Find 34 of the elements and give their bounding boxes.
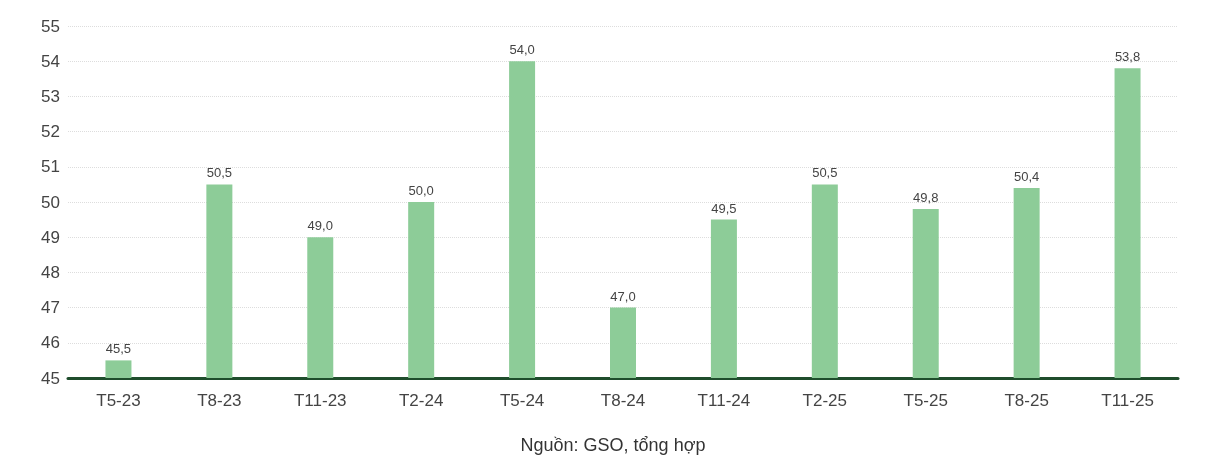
data-label: 50,5 [206,165,233,181]
data-label: 50,4 [1013,168,1040,184]
x-tick-label: T11-25 [1101,391,1154,410]
data-label: 50,5 [812,165,838,181]
x-tick-label: T5-23 [96,391,141,410]
text: Nguồn: GSO, tổng hợp [520,435,706,455]
x-tick-label: T8-25 [1004,391,1049,410]
data-label: 45,5 [105,341,132,357]
data-label: 47,0 [610,288,636,304]
y-tick-label: 47 [41,298,60,318]
x-tick-label: T5-25 [903,391,948,410]
y-tick-label: 53 [41,86,60,106]
y-tick-label: 52 [41,122,60,142]
x-tick-label: T11-23 [293,391,347,410]
x-tick-label: T8-24 [600,391,646,410]
x-tick-label: T11-24 [697,391,751,410]
data-label: 49,0 [307,218,333,234]
y-tick-label: 54 [41,51,60,71]
x-tick-label: T8-23 [197,391,242,410]
x-tick-label: T5-24 [499,391,545,410]
data-label: 49,5 [711,200,737,216]
data-label: 54,0 [509,42,535,58]
y-tick-label: 45 [41,368,60,388]
y-tick-label: 46 [41,333,60,353]
y-tick-label: 49 [41,227,60,247]
data-label: 53,8 [1114,49,1141,65]
x-tick-label: T2-24 [398,391,444,410]
y-tick-label: 51 [41,157,60,177]
y-tick-label: 48 [41,262,60,282]
x-tick-label: T2-25 [802,391,848,410]
data-label: 49,8 [913,190,939,206]
data-label: 50,0 [408,183,434,198]
y-tick-label: 50 [41,192,60,212]
y-tick-label: 55 [41,16,60,36]
